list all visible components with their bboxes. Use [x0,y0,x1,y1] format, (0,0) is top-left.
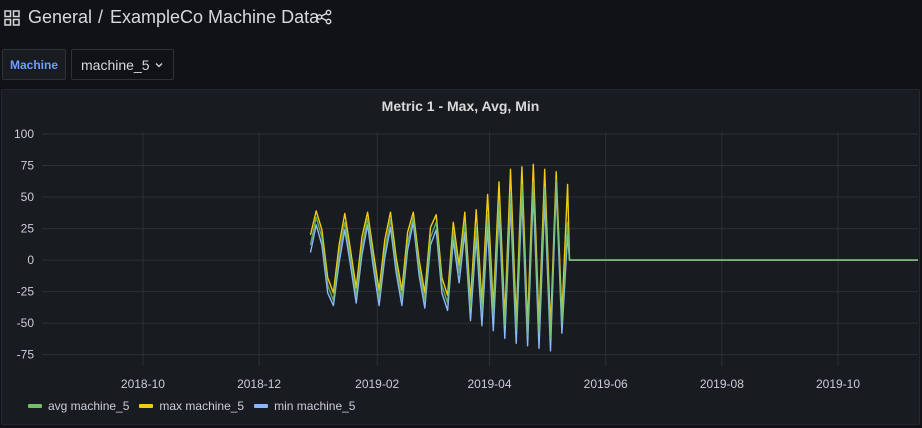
y-tick-label: -75 [17,348,35,362]
y-tick-label: 0 [27,253,34,267]
dashboard-title[interactable]: ExampleCo Machine Data [110,7,320,27]
grid-icon[interactable] [4,10,20,26]
y-tick-label: -25 [17,285,35,299]
legend-item-min[interactable]: min machine_5 [254,399,355,413]
x-tick-label: 2019-04 [467,377,511,390]
chart-legend: avg machine_5 max machine_5 min machine_… [28,399,365,413]
x-tick-label: 2018-12 [237,377,281,390]
legend-item-max[interactable]: max machine_5 [139,399,244,413]
y-tick-label: 50 [21,190,35,204]
dashboard-header: General / ExampleCo Machine Data [0,0,922,36]
x-tick-label: 2019-06 [584,377,628,390]
y-tick-label: 100 [14,127,34,141]
x-tick-label: 2018-10 [121,377,165,390]
machine-variable-dropdown[interactable]: machine_5 [71,49,174,80]
legend-label-max: max machine_5 [159,399,245,413]
panel-title[interactable]: Metric 1 - Max, Avg, Min [381,98,540,114]
variable-label-machine: Machine [2,49,66,80]
series-line-min [309,186,918,352]
legend-swatch-min [254,404,269,408]
y-tick-label: 25 [21,222,35,236]
series-line-avg [309,178,918,340]
y-tick-label: -50 [17,316,35,330]
legend-swatch-avg [28,404,42,408]
x-tick-label: 2019-02 [355,377,399,390]
legend-label-min: min machine_5 [274,399,356,413]
graph-panel[interactable]: Metric 1 - Max, Avg, Min 100 75 50 25 0 -25 -5… [1,89,920,425]
breadcrumb-folder-link[interactable]: General [28,7,93,27]
legend-item-avg[interactable]: avg machine_5 [28,399,129,413]
legend-swatch-max [139,404,154,408]
breadcrumb-separator: / [98,7,104,27]
x-tick-label: 2019-10 [816,377,860,390]
legend-label-avg: avg machine_5 [48,399,130,413]
time-series-chart[interactable]: 100 75 50 25 0 -25 -50 -75 2018-10 2018-12 2019-02… [2,90,919,390]
x-tick-label: 2019-08 [700,377,744,390]
y-tick-label: 75 [21,159,35,173]
machine-variable-value: machine_5 [81,56,150,73]
share-icon[interactable] [316,9,332,25]
chevron-down-icon [155,63,163,68]
